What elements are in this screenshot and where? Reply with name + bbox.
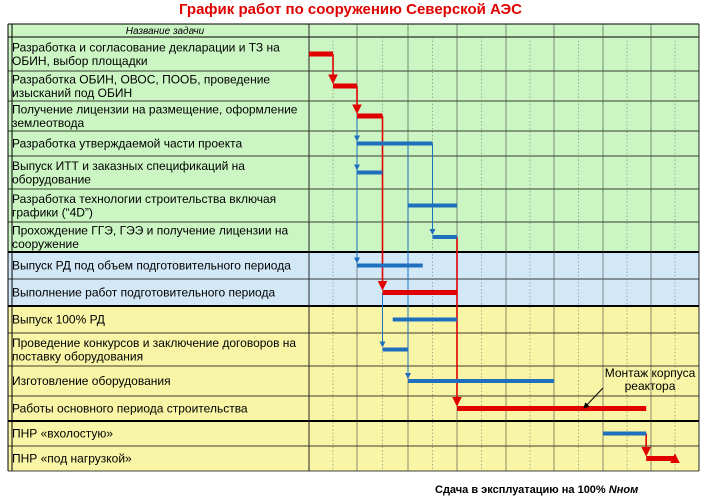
- annotation-label: Монтаж корпуса реактора: [605, 366, 696, 393]
- task-bar: [333, 83, 357, 89]
- header-band: [8, 24, 699, 37]
- task-label-line: оборудование: [12, 172, 91, 186]
- task-bar: [309, 51, 333, 57]
- task-bar: [646, 456, 675, 461]
- task-bar: [382, 347, 408, 352]
- task-label: Проведение конкурсов и заключение догово…: [12, 336, 296, 364]
- task-label: Разработка и согласование декларации и Т…: [12, 40, 280, 68]
- task-bar: [357, 170, 383, 175]
- task-label-line: ПНР «вхолостую»: [12, 427, 113, 441]
- row-band: [8, 189, 699, 222]
- task-label: Выпуск 100% РД: [12, 313, 105, 327]
- task-label-line: Разработка технологии строительства вклю…: [12, 192, 276, 206]
- task-label-line: поставку оборудования: [12, 349, 143, 363]
- task-bar: [392, 317, 457, 322]
- task-bar: [408, 379, 554, 383]
- task-label: Разработка утверждаемой части проекта: [12, 137, 242, 151]
- task-bar: [357, 263, 423, 268]
- task-label-line: Выпуск 100% РД: [12, 313, 105, 327]
- task-label: Разработка ОБИН, ОВОС, ПООБ, проведение и…: [12, 72, 270, 100]
- annotation-line: реактора: [625, 379, 676, 393]
- task-label-line: землеотвода: [12, 116, 85, 130]
- row-band: [8, 333, 699, 366]
- task-bar: [382, 290, 457, 295]
- row-band: [8, 37, 699, 71]
- task-label: Выпуск РД под объем подготовительного пе…: [12, 259, 291, 273]
- task-label-line: Разработка и согласование декларации и Т…: [12, 40, 280, 54]
- footnote-text: Сдача в эксплуатацию на 100%: [435, 484, 609, 496]
- task-label-line: Разработка утверждаемой части проекта: [12, 137, 242, 151]
- task-label: Изготовление оборудования: [12, 374, 171, 388]
- task-label-line: ПНР «под нагрузкой»: [12, 452, 132, 466]
- task-label: Получение лицензии на размещение, оформл…: [12, 102, 298, 130]
- grid-lines: [7, 23, 700, 472]
- task-bar: [432, 235, 457, 239]
- row-band: [8, 156, 699, 189]
- task-bar: [457, 406, 647, 411]
- row-band: [8, 252, 699, 279]
- commissioning-footnote: Сдача в эксплуатацию на 100% Nном: [435, 484, 638, 496]
- annotation-arrow: [583, 387, 604, 409]
- task-bar: [357, 113, 383, 119]
- task-label: Выполнение работ подготовительного перио…: [12, 286, 275, 300]
- task-label-line: Получение лицензии на размещение, оформл…: [12, 102, 298, 116]
- task-label-line: изысканий под ОБИН: [12, 86, 132, 100]
- row-band: [8, 421, 699, 446]
- row-band: [8, 279, 699, 306]
- chart-header: Название задачи: [126, 26, 205, 37]
- task-bar: [357, 141, 433, 146]
- task-label-line: Выполнение работ подготовительного перио…: [12, 286, 275, 300]
- task-label: Прохождение ГГЭ, ГЭЭ и получение лицензи…: [12, 223, 288, 251]
- row-band: [8, 222, 699, 252]
- task-label-line: Выпуск РД под объем подготовительного пе…: [12, 259, 291, 273]
- task-bars: [309, 51, 675, 461]
- annotation-line: Монтаж корпуса: [605, 366, 696, 380]
- task-bar: [408, 203, 457, 208]
- task-label: ПНР «вхолостую»: [12, 427, 113, 441]
- footnote-emphasis: Nном: [608, 484, 639, 496]
- task-label: Разработка технологии строительства вклю…: [12, 192, 276, 220]
- task-label-line: Проведение конкурсов и заключение догово…: [12, 336, 296, 350]
- task-label-line: ОБИН, выбор площадки: [12, 54, 148, 68]
- task-label-line: графики (“4D”): [12, 205, 93, 219]
- row-band: [8, 306, 699, 333]
- row-bands: [8, 24, 699, 471]
- task-labels: Разработка и согласование декларации и Т…: [12, 40, 298, 465]
- task-label-line: сооружение: [12, 237, 79, 251]
- task-bar: [603, 431, 647, 436]
- annotations: Монтаж корпуса реактора: [583, 366, 696, 409]
- task-label: Работы основного периода строительства: [12, 402, 248, 416]
- row-band: [8, 366, 699, 396]
- task-label-line: Выпуск ИТТ и заказных спецификаций на: [12, 159, 245, 173]
- task-label-line: Разработка ОБИН, ОВОС, ПООБ, проведение: [12, 72, 270, 86]
- row-band: [8, 446, 699, 471]
- task-label-line: Изготовление оборудования: [12, 374, 171, 388]
- chart-title: График работ по сооружению Северской АЭС: [179, 1, 522, 18]
- task-column-header: Название задачи: [126, 26, 205, 37]
- row-band: [8, 131, 699, 156]
- task-label-line: Прохождение ГГЭ, ГЭЭ и получение лицензи…: [12, 223, 288, 237]
- task-label: Выпуск ИТТ и заказных спецификаций на обо…: [12, 159, 245, 187]
- task-label-line: Работы основного периода строительства: [12, 402, 248, 416]
- task-label: ПНР «под нагрузкой»: [12, 452, 132, 466]
